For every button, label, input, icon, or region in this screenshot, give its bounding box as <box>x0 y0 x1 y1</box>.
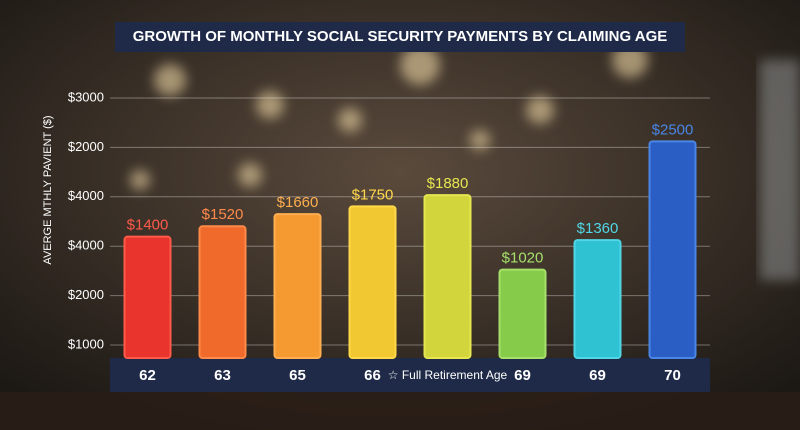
data-label: $2500 <box>652 121 694 138</box>
data-label: $1020 <box>502 250 544 267</box>
table-surface <box>0 392 800 430</box>
x-tick-label: 63 <box>214 367 231 384</box>
data-label: $1520 <box>202 206 244 223</box>
bar <box>123 235 172 360</box>
title-banner <box>115 22 685 52</box>
window <box>760 60 800 280</box>
chart-title: GROWTH OF MONTHLY SOCIAL SECURITY PAYMEN… <box>133 28 668 45</box>
x-tick-label: 70 <box>664 367 681 384</box>
y-tick-label: $3000 <box>68 89 104 104</box>
data-label: $1880 <box>427 175 469 192</box>
category-band <box>110 358 710 392</box>
x-tick-label: 65 <box>289 367 306 384</box>
bar <box>198 225 247 359</box>
bar <box>273 213 322 359</box>
y-tick-label: $4000 <box>68 188 104 203</box>
y-tick-label: $2000 <box>68 287 104 302</box>
data-label: $1360 <box>577 220 619 237</box>
x-tick-label: ☆ Full Retirement Age <box>388 368 508 382</box>
y-tick-label: $2000 <box>68 139 104 154</box>
bar <box>648 140 697 359</box>
y-axis-title: AVERGE MTHLY PAVIENT ($) <box>42 115 54 264</box>
bar <box>348 205 397 359</box>
x-tick-label: 69 <box>514 367 531 384</box>
x-tick-label: 62 <box>139 367 156 384</box>
data-label: $1660 <box>277 194 319 211</box>
bar <box>498 268 547 360</box>
data-label: $1750 <box>352 186 394 203</box>
x-tick-label: 69 <box>589 367 606 384</box>
y-tick-label: $1000 <box>68 336 104 351</box>
data-label: $1400 <box>127 217 169 234</box>
y-tick-label: $4000 <box>68 238 104 253</box>
x-tick-label: 66 <box>364 367 381 384</box>
bar <box>423 194 472 359</box>
bar <box>573 239 622 359</box>
